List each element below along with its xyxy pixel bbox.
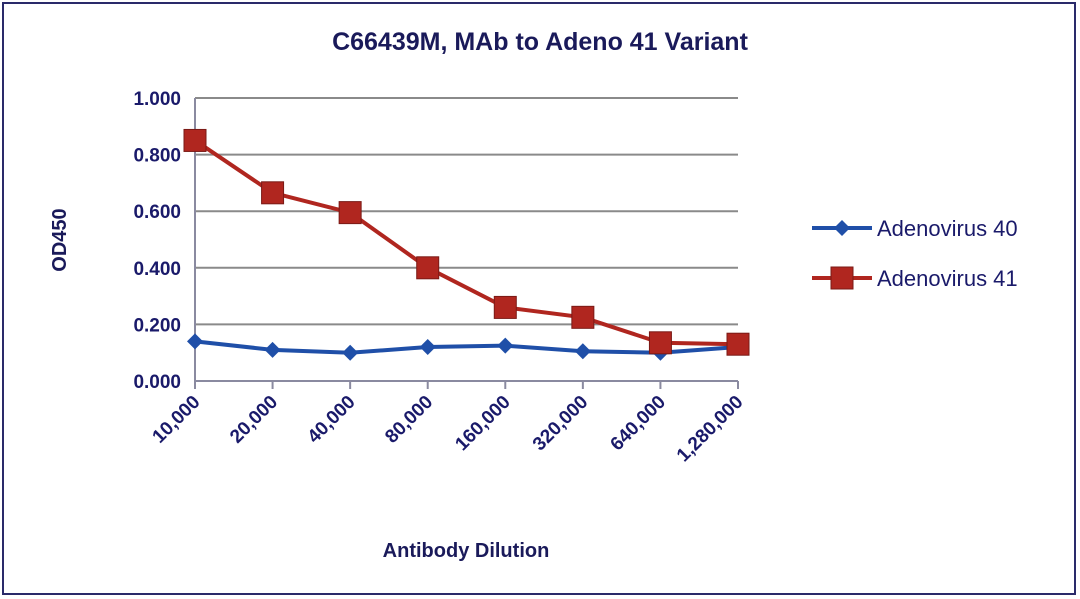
legend-square-icon — [830, 266, 854, 290]
square-marker — [726, 332, 750, 356]
legend-label: Adenovirus 40 — [877, 216, 1018, 241]
square-marker — [648, 331, 672, 355]
diamond-marker — [342, 344, 359, 361]
x-tick-label: 160,000 — [451, 392, 514, 455]
y-tick-label: 1.000 — [133, 89, 181, 110]
data-series — [183, 128, 750, 361]
series-line — [193, 138, 739, 347]
y-axis-label: OD450 — [49, 208, 71, 271]
series-line — [194, 339, 739, 355]
diamond-marker — [419, 339, 436, 356]
square-marker — [416, 256, 440, 280]
x-tick-label: 1,280,000 — [673, 392, 748, 467]
diamond-marker — [574, 343, 591, 360]
x-tick-labels: 10,000 20,000 40,000 80,000 160,000 320,000 64… — [149, 392, 748, 467]
square-marker — [183, 128, 207, 152]
x-axis-label: Antibody Dilution — [383, 540, 550, 562]
diamond-marker — [187, 333, 203, 350]
legend-item: Adenovirus 40 — [812, 216, 1018, 241]
y-tick-label: 0.400 — [133, 259, 181, 280]
square-marker — [261, 181, 285, 205]
x-tick-label: 640,000 — [607, 392, 670, 455]
diamond-marker — [264, 341, 281, 358]
x-tick-label: 40,000 — [304, 392, 360, 448]
y-tick-label: 0.200 — [133, 315, 181, 336]
legend-diamond-icon — [834, 220, 850, 236]
y-tick-label: 0.800 — [133, 146, 181, 167]
square-marker — [493, 295, 517, 319]
x-tick-label: 10,000 — [149, 392, 205, 448]
square-marker — [571, 305, 595, 329]
x-tick-label: 20,000 — [226, 392, 282, 448]
legend: Adenovirus 40 Adenovirus 41 — [812, 216, 1018, 291]
y-tick-label: 0.600 — [133, 202, 181, 223]
square-marker — [338, 201, 362, 225]
series-adenovirus-41 — [183, 128, 750, 356]
y-tick-labels: 0.000 0.200 0.400 0.600 0.800 1.000 — [133, 89, 181, 393]
legend-item: Adenovirus 41 — [812, 266, 1018, 291]
chart-title: C66439M, MAb to Adeno 41 Variant — [332, 28, 748, 56]
legend-label: Adenovirus 41 — [877, 266, 1018, 291]
x-tick-label: 80,000 — [381, 392, 437, 448]
gridlines — [195, 97, 738, 326]
x-tick-label: 320,000 — [529, 392, 592, 455]
diamond-marker — [497, 337, 514, 354]
y-tick-label: 0.000 — [133, 372, 181, 393]
